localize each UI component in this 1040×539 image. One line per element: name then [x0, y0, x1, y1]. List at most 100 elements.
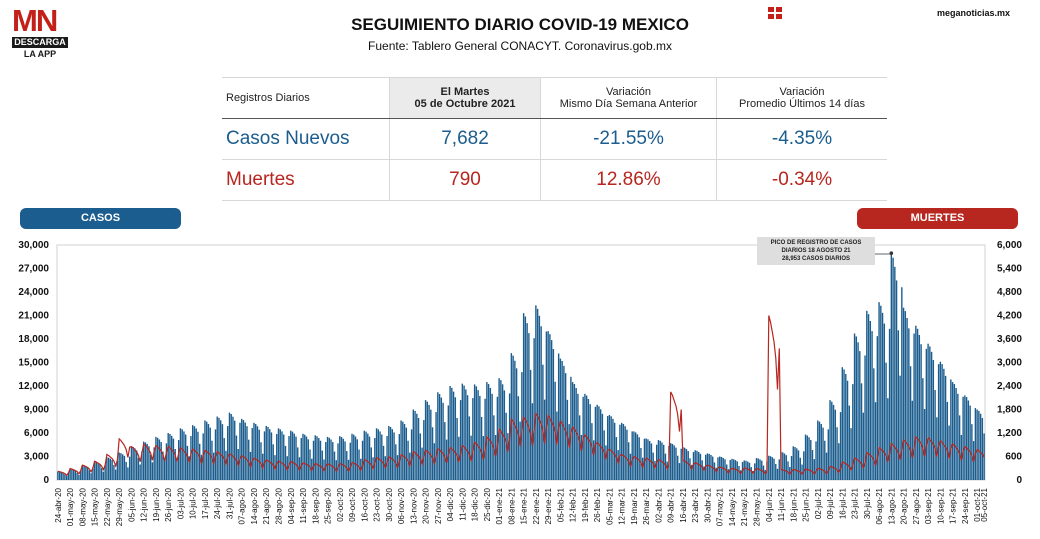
casos-bar: [638, 437, 640, 480]
casos-bar: [740, 470, 742, 480]
casos-bar: [191, 425, 194, 480]
casos-bar: [309, 449, 311, 480]
casos-bar: [228, 412, 231, 480]
casos-bar: [768, 455, 770, 480]
casos-bar: [190, 436, 192, 480]
x-tick: 11-dic-20: [458, 487, 467, 520]
casos-bar: [953, 384, 956, 480]
x-tick: 20-ago-21: [900, 487, 909, 524]
x-tick: 15-ene-21: [520, 487, 529, 524]
casos-bar: [216, 416, 218, 480]
casos-bar: [710, 454, 712, 480]
casos-bar: [291, 431, 294, 480]
casos-bar: [762, 465, 765, 480]
casos-bar: [848, 405, 851, 480]
casos-bar: [354, 436, 357, 480]
casos-bar: [526, 323, 528, 480]
casos-bar: [501, 384, 504, 480]
x-tick: 30-jul-21: [863, 487, 872, 519]
casos-bar: [113, 465, 115, 480]
row-var-14-muertes: -0.34%: [716, 159, 887, 201]
casos-bar: [927, 343, 929, 480]
casos-bar: [496, 396, 499, 480]
casos-bar: [414, 410, 416, 480]
casos-bar: [528, 333, 530, 480]
casos-bar: [114, 469, 117, 480]
y-left-tick: 3,000: [24, 452, 49, 463]
casos-bar: [197, 431, 199, 480]
casos-bar: [671, 443, 674, 480]
casos-bar: [720, 456, 723, 480]
casos-bar: [699, 453, 702, 480]
casos-bar: [339, 436, 341, 480]
casos-bar: [601, 413, 604, 480]
casos-bar: [363, 430, 365, 480]
casos-bar: [62, 472, 64, 480]
casos-bar: [965, 397, 968, 480]
casos-bar: [494, 434, 497, 480]
casos-bar: [726, 464, 728, 480]
x-tick: 24-abr-20: [54, 487, 63, 522]
casos-bar: [853, 333, 856, 480]
casos-bar: [734, 460, 737, 480]
casos-bar: [682, 447, 684, 480]
casos-bar: [177, 440, 180, 480]
row-var-week-casos: -21.55%: [540, 118, 717, 160]
casos-bar: [346, 451, 348, 480]
casos-bar: [500, 380, 502, 480]
casos-bar: [153, 447, 155, 480]
casos-bar: [792, 446, 794, 480]
y-right-tick: 0: [1016, 475, 1022, 486]
page-source: Fuente: Tablero General CONACYT. Coronav…: [368, 39, 672, 53]
y-right-tick: 600: [1005, 452, 1022, 463]
x-tick: 23-oct-20: [373, 487, 382, 521]
casos-bar: [936, 417, 938, 480]
stats-header-row: Registros Diarios El Martes 05 de Octubre…: [222, 77, 887, 119]
casos-bar: [251, 428, 253, 480]
casos-bar: [319, 440, 322, 480]
casos-bar: [149, 454, 152, 480]
x-tick: 08-may-20: [78, 487, 87, 526]
annotation-dot: [889, 251, 894, 256]
casos-bar: [592, 440, 595, 480]
casos-bar: [540, 326, 542, 480]
casos-bar: [184, 434, 187, 480]
casos-bar: [435, 412, 437, 480]
x-tick: 18-dic-20: [471, 487, 480, 521]
casos-bar: [918, 334, 921, 480]
casos-bar: [698, 452, 700, 480]
casos-bar: [151, 462, 154, 480]
site-url[interactable]: meganoticias.mx: [936, 8, 1010, 18]
casos-bar: [293, 433, 295, 480]
casos-bar: [860, 383, 863, 480]
casos-bar: [519, 421, 521, 480]
casos-bar: [869, 320, 872, 480]
legend-casos: CASOS: [20, 208, 181, 229]
casos-bar: [876, 336, 879, 480]
casos-bar: [81, 465, 84, 480]
casos-bar: [738, 466, 740, 480]
casos-bar: [895, 280, 898, 480]
casos-bar: [72, 469, 75, 480]
casos-bar: [866, 310, 868, 480]
brand-logo[interactable]: MN DESCARGA LA APP: [12, 5, 68, 60]
x-tick: 05-jun-20: [127, 487, 136, 521]
casos-bar: [438, 394, 441, 480]
casos-bar: [862, 412, 865, 480]
casos-bar: [158, 439, 161, 480]
casos-bar: [824, 440, 826, 480]
casos-bar: [137, 457, 140, 480]
casos-bar: [782, 452, 784, 480]
grid-menu-icon[interactable]: [768, 7, 782, 19]
casos-bar: [267, 427, 269, 480]
row-label-muertes: Muertes: [222, 159, 390, 201]
x-tick: 08-ene-21: [507, 487, 516, 524]
x-tick: 05-oct-21: [980, 487, 989, 521]
casos-bar: [515, 368, 518, 480]
casos-bar: [944, 375, 947, 480]
casos-bar: [265, 425, 267, 480]
casos-bar: [367, 433, 369, 480]
casos-bar: [775, 463, 777, 480]
casos-bar: [377, 429, 379, 480]
casos-bar: [451, 387, 453, 480]
